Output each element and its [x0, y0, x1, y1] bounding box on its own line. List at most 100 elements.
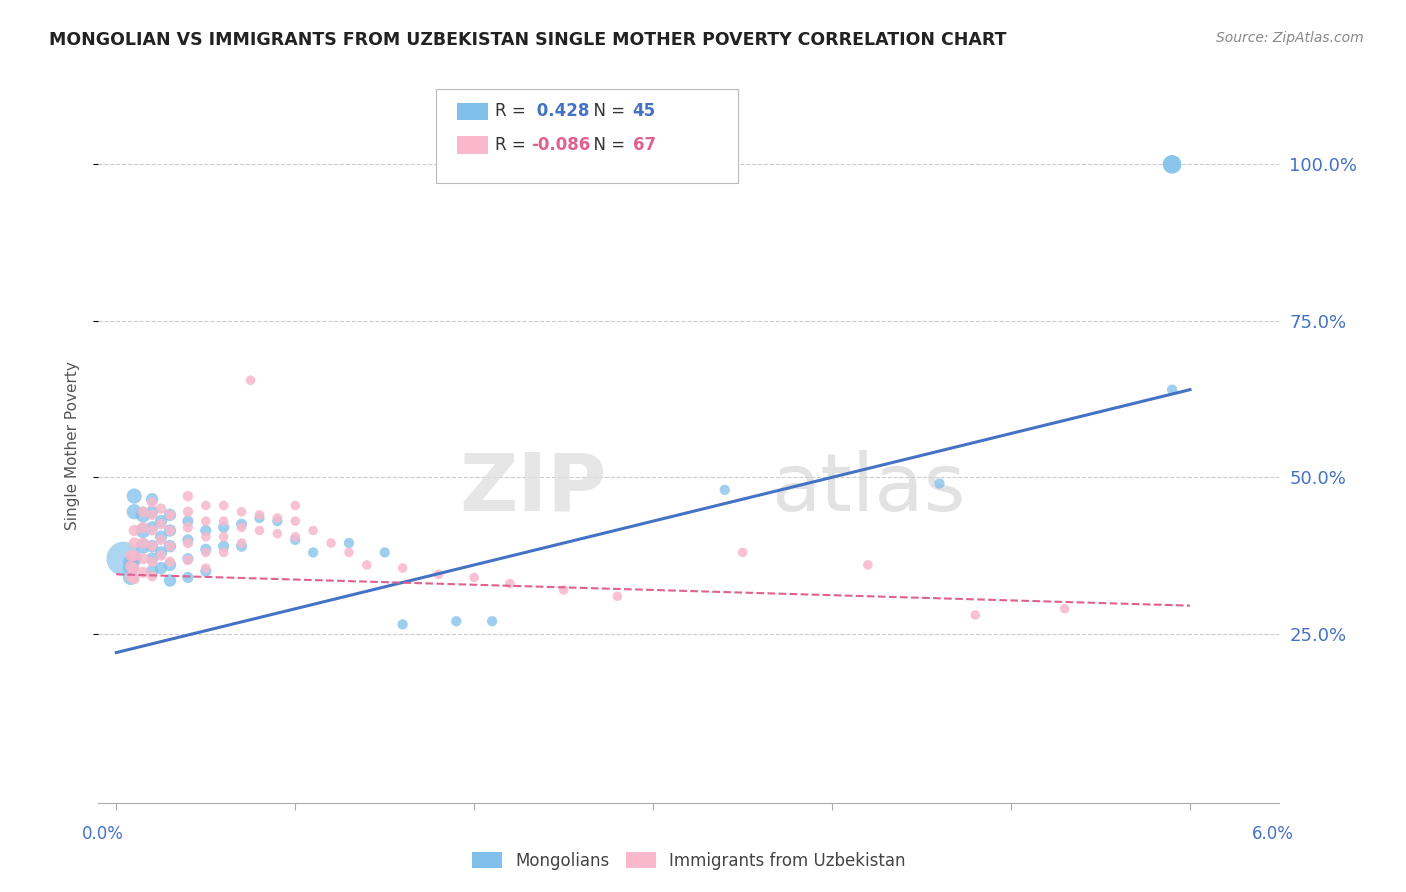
Point: [266, 514, 288, 528]
Text: ZIP: ZIP: [458, 450, 606, 528]
Point: [194, 499, 217, 513]
Point: [427, 567, 450, 582]
Point: [177, 536, 200, 550]
Point: [141, 564, 163, 578]
Point: [132, 539, 155, 553]
Point: [122, 505, 145, 519]
Point: [159, 508, 181, 522]
Point: [231, 505, 253, 519]
Point: [150, 533, 173, 547]
Point: [463, 570, 485, 584]
Point: [1053, 601, 1076, 615]
Point: [446, 614, 468, 628]
Point: [141, 524, 163, 538]
Point: [391, 617, 413, 632]
Point: [481, 614, 503, 628]
Text: N =: N =: [583, 103, 631, 120]
Point: [150, 530, 173, 544]
Point: [141, 505, 163, 519]
Point: [112, 551, 135, 566]
Point: [553, 582, 575, 597]
Point: [249, 508, 271, 522]
Text: 0.428: 0.428: [531, 103, 591, 120]
Point: [141, 539, 163, 553]
Point: [177, 533, 200, 547]
Point: [212, 499, 235, 513]
Point: [141, 539, 163, 553]
Point: [928, 476, 950, 491]
Point: [319, 536, 342, 550]
Point: [194, 542, 217, 557]
Point: [212, 520, 235, 534]
Text: 6.0%: 6.0%: [1251, 825, 1294, 843]
Point: [150, 549, 173, 563]
Point: [284, 499, 307, 513]
Point: [337, 536, 360, 550]
Point: [231, 536, 253, 550]
Text: 67: 67: [633, 136, 655, 154]
Point: [194, 545, 217, 559]
Point: [249, 511, 271, 525]
Point: [159, 524, 181, 538]
Point: [150, 561, 173, 575]
Point: [141, 555, 163, 569]
Point: [177, 489, 200, 503]
Point: [337, 545, 360, 559]
Point: [141, 569, 163, 583]
Point: [177, 570, 200, 584]
Point: [177, 505, 200, 519]
Point: [150, 545, 173, 559]
Point: [132, 536, 155, 550]
Point: [231, 539, 253, 553]
Point: [132, 551, 155, 566]
Point: [231, 520, 253, 534]
Point: [212, 530, 235, 544]
Point: [713, 483, 735, 497]
Text: atlas: atlas: [772, 450, 966, 528]
Text: 0.0%: 0.0%: [82, 825, 124, 843]
Point: [284, 530, 307, 544]
Point: [122, 549, 145, 563]
Point: [374, 545, 396, 559]
Legend: Mongolians, Immigrants from Uzbekistan: Mongolians, Immigrants from Uzbekistan: [465, 846, 912, 877]
Point: [141, 492, 163, 507]
Point: [965, 607, 987, 622]
Point: [194, 514, 217, 528]
Y-axis label: Single Mother Poverty: Single Mother Poverty: [65, 361, 80, 531]
Point: [122, 551, 145, 566]
Point: [159, 539, 181, 553]
Point: [120, 561, 142, 575]
Point: [266, 526, 288, 541]
Point: [731, 545, 754, 559]
Point: [122, 524, 145, 538]
Point: [194, 564, 217, 578]
Point: [159, 555, 181, 569]
Point: [499, 576, 522, 591]
Point: [141, 551, 163, 566]
Point: [159, 558, 181, 572]
Point: [356, 558, 378, 572]
Point: [122, 489, 145, 503]
Point: [231, 517, 253, 532]
Point: [122, 536, 145, 550]
Point: [150, 514, 173, 528]
Point: [212, 539, 235, 553]
Text: R =: R =: [495, 136, 531, 154]
Point: [150, 517, 173, 532]
Point: [120, 555, 142, 569]
Point: [120, 559, 142, 574]
Point: [194, 524, 217, 538]
Point: [132, 505, 155, 519]
Point: [284, 533, 307, 547]
Point: [150, 501, 173, 516]
Point: [177, 551, 200, 566]
Point: [302, 545, 325, 559]
Point: [141, 508, 163, 522]
Point: [122, 561, 145, 575]
Point: [194, 561, 217, 575]
Point: [132, 566, 155, 580]
Point: [122, 572, 145, 586]
Point: [120, 569, 142, 583]
Point: [249, 524, 271, 538]
Point: [606, 589, 628, 603]
